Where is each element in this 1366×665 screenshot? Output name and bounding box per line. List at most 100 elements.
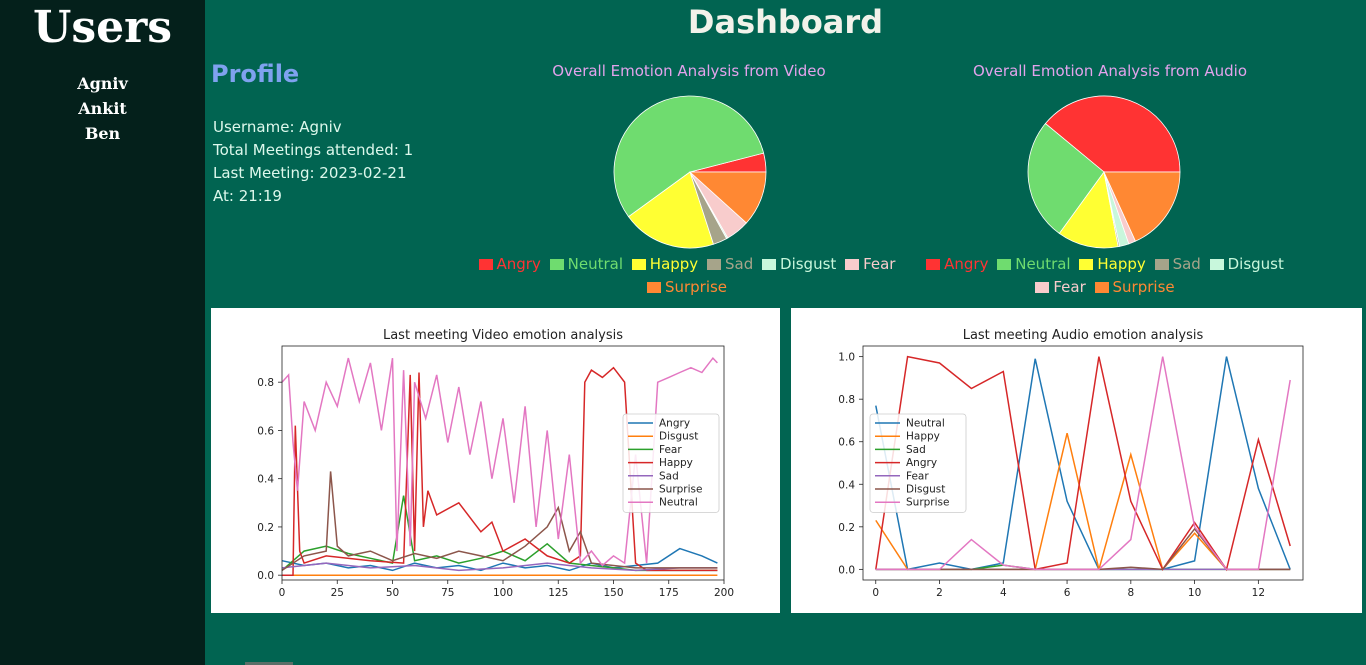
y-tick-label: 0.8	[838, 394, 855, 406]
legend-text-angry: Angry	[659, 418, 690, 430]
video-line-chart-panel: Last meeting Video emotion analysis 0 25 50…	[211, 308, 780, 613]
legend-swatch	[845, 259, 860, 270]
legend-label: Angry	[496, 255, 541, 273]
legend-text-fear: Fear	[906, 470, 929, 482]
legend-label: Sad	[1172, 255, 1201, 273]
legend-text-fear: Fear	[659, 444, 682, 456]
x-tick-label: 4	[1000, 587, 1007, 599]
video-line-chart: Last meeting Video emotion analysis 0 25 50…	[257, 328, 734, 599]
legend-swatch	[549, 259, 564, 270]
legend-label: Neutral	[567, 255, 624, 273]
legend-label: Happy	[1097, 255, 1146, 273]
legend-text-sad: Sad	[906, 444, 926, 456]
y-tick-label: 1.0	[838, 352, 855, 364]
audio-pie-chart	[1027, 95, 1181, 249]
legend-swatch	[997, 259, 1012, 270]
legend-swatch	[762, 259, 777, 270]
legend-item-neutral: Neutral	[549, 253, 624, 276]
user-list: Agniv Ankit Ben	[0, 71, 205, 146]
user-link-ben[interactable]: Ben	[84, 124, 121, 143]
plot-frame	[862, 345, 1304, 581]
user-link-ankit[interactable]: Ankit	[78, 99, 127, 118]
legend-swatch	[1154, 259, 1169, 270]
video-pie-chart	[613, 95, 767, 249]
legend-text-neutral: Neutral	[906, 418, 945, 430]
x-tick-label: 150	[603, 587, 623, 599]
legend-swatch	[1079, 259, 1094, 270]
legend-swatch	[1035, 282, 1050, 293]
legend-swatch	[926, 259, 941, 270]
horizontal-scrollbar[interactable]	[245, 662, 293, 665]
legend-swatch	[646, 282, 661, 293]
legend-text-angry: Angry	[906, 457, 937, 469]
x-tick-label: 8	[1127, 587, 1134, 599]
audio-line-chart: Last meeting Audio emotion analysis 0 2 4 6 8…	[838, 328, 1304, 599]
profile-at-time: At: 21:19	[213, 187, 282, 205]
legend-swatch	[631, 259, 646, 270]
legend-text-disgust: Disgust	[906, 484, 945, 496]
series-line-surprise	[281, 471, 718, 572]
y-tick-label: 0.6	[838, 437, 855, 449]
line-chart-title: Last meeting Audio emotion analysis	[963, 328, 1204, 343]
legend-label: Sad	[724, 255, 754, 273]
x-tick-label: 50	[386, 587, 399, 599]
audio-line-chart-panel: Last meeting Audio emotion analysis 0 2 4 6 8…	[791, 308, 1362, 613]
line-chart-title: Last meeting Video emotion analysis	[383, 328, 623, 343]
legend-item-sad: Sad	[706, 253, 754, 276]
x-tick-label: 0	[279, 587, 286, 599]
audio-pie-legend: Angry Neutral Happy Sad Disgust Fear Sur…	[915, 253, 1295, 299]
legend-text-sad: Sad	[659, 470, 679, 482]
y-tick-label: 0.0	[257, 570, 274, 582]
line-legend-box	[622, 413, 720, 513]
x-tick-label: 12	[1252, 587, 1265, 599]
pie-slice-happy	[627, 171, 714, 249]
x-tick-label: 75	[441, 587, 454, 599]
legend-item-happy: Happy	[631, 253, 699, 276]
legend-label: Neutral	[1015, 255, 1071, 273]
main-content: Dashboard Profile Username: Agniv Total …	[205, 0, 1366, 665]
legend-item-neutral: Neutral	[997, 253, 1071, 276]
legend-swatch	[706, 259, 721, 270]
x-tick-label: 175	[659, 587, 679, 599]
legend-text-happy: Happy	[906, 431, 940, 443]
video-pie-legend: Angry Neutral Happy Sad Disgust Fear Sur…	[467, 253, 907, 299]
x-tick-label: 10	[1188, 587, 1201, 599]
legend-swatch	[1094, 282, 1109, 293]
series-line-angry	[281, 547, 718, 572]
user-link-agniv[interactable]: Agniv	[77, 74, 128, 93]
legend-item-surprise: Surprise	[646, 276, 728, 299]
pie-slice-surprise	[1103, 171, 1181, 242]
legend-item-angry: Angry	[926, 253, 988, 276]
legend-text-neutral: Neutral	[659, 497, 698, 509]
y-tick-label: 0.4	[257, 474, 274, 486]
legend-item-disgust: Disgust	[1209, 253, 1284, 276]
x-tick-label: 25	[331, 587, 344, 599]
legend-item-surprise: Surprise	[1094, 276, 1175, 299]
y-tick-label: 0.4	[838, 479, 855, 491]
legend-item-happy: Happy	[1079, 253, 1146, 276]
x-tick-label: 6	[1064, 587, 1071, 599]
sidebar-title: Users	[32, 2, 173, 53]
legend-label: Angry	[944, 255, 989, 273]
legend-text-disgust: Disgust	[659, 431, 698, 443]
legend-label: Fear	[863, 255, 896, 273]
x-tick-label: 2	[936, 587, 943, 599]
audio-pie-title: Overall Emotion Analysis from Audio	[972, 62, 1248, 80]
x-tick-label: 125	[548, 587, 568, 599]
legend-item-angry: Angry	[478, 253, 541, 276]
pie-slice-happy	[1058, 171, 1119, 249]
pie-slice-surprise	[688, 171, 767, 224]
y-tick-label: 0.6	[257, 425, 274, 437]
pie-slice-angry	[1044, 95, 1181, 173]
legend-swatch	[478, 259, 493, 270]
y-tick-label: 0.0	[838, 564, 855, 576]
legend-label: Surprise	[664, 278, 728, 296]
legend-item-disgust: Disgust	[762, 253, 836, 276]
legend-label: Disgust	[780, 255, 837, 273]
legend-item-fear: Fear	[1035, 276, 1086, 299]
series-line-sad	[281, 562, 718, 572]
pie-slice-neutral	[1027, 122, 1105, 235]
y-tick-label: 0.2	[257, 522, 274, 534]
profile-title: Profile	[211, 60, 300, 88]
legend-label: Happy	[649, 255, 699, 273]
